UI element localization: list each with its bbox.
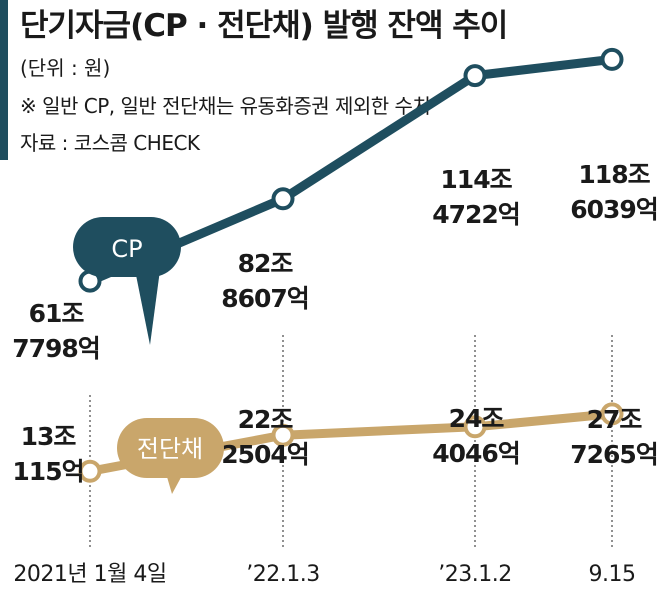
data-label-esb: 115억 bbox=[12, 457, 83, 486]
data-point-cp bbox=[271, 187, 295, 211]
x-tick-label: ’22.1.3 bbox=[246, 562, 319, 587]
data-label-cp: 82조 bbox=[238, 249, 294, 278]
legend-label-esb: 전단채 bbox=[137, 435, 203, 463]
footnote: ※ 일반 CP, 일반 전단채는 유동화증권 제외한 수치 bbox=[20, 94, 431, 118]
data-label-esb: 4046억 bbox=[432, 439, 520, 468]
data-point-cp bbox=[600, 47, 624, 71]
data-label-cp: 4722억 bbox=[432, 200, 520, 229]
data-point-esb bbox=[78, 459, 102, 483]
series-line-cp bbox=[85, 54, 617, 286]
data-label-cp: 6039억 bbox=[570, 195, 658, 224]
data-point-esb bbox=[600, 402, 624, 426]
data-label-esb: 7265억 bbox=[570, 440, 658, 469]
x-tick-label: 2021년 1월 4일 bbox=[13, 562, 166, 587]
data-label-esb: 13조 bbox=[21, 422, 77, 451]
data-label-cp: 61조 bbox=[29, 299, 85, 328]
legend-pointer-cp bbox=[135, 270, 160, 345]
legend-label-cp: CP bbox=[111, 235, 142, 263]
header-accent-bar bbox=[0, 0, 8, 160]
data-point-esb bbox=[463, 415, 487, 439]
data-point-esb bbox=[271, 423, 295, 447]
data-point-cp bbox=[463, 64, 487, 88]
x-tick-label: ’23.1.2 bbox=[438, 562, 511, 587]
unit-note: (단위 : 원) bbox=[20, 56, 111, 80]
data-label-esb: 22조 bbox=[238, 405, 294, 434]
legend-pointer-esb bbox=[165, 470, 185, 494]
data-label-cp: 8607억 bbox=[221, 284, 309, 313]
data-label-esb: 2504억 bbox=[221, 440, 309, 469]
legend-bubble-esb bbox=[117, 418, 224, 478]
chart-title: 단기자금(CP · 전단채) 발행 잔액 추이 bbox=[20, 8, 508, 44]
source-note: 자료 : 코스콤 CHECK bbox=[20, 131, 200, 155]
data-label-cp: 114조 bbox=[440, 165, 512, 194]
data-label-esb: 24조 bbox=[449, 404, 505, 433]
legend-bubble-cp bbox=[73, 217, 181, 277]
data-label-cp: 118조 bbox=[578, 160, 650, 189]
x-tick-label: 9.15 bbox=[589, 562, 636, 587]
data-label-esb: 27조 bbox=[587, 405, 643, 434]
data-label-cp: 7798억 bbox=[12, 334, 100, 363]
